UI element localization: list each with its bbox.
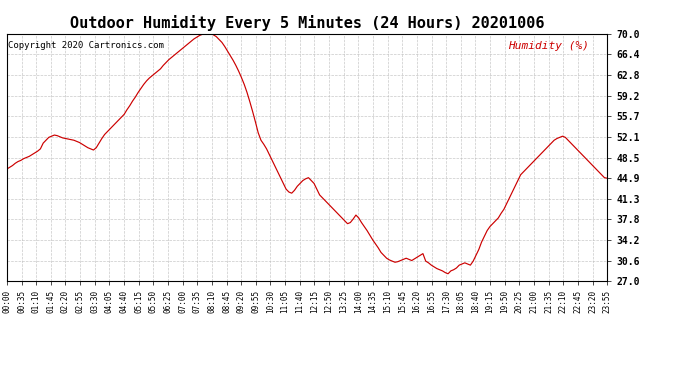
Text: Copyright 2020 Cartronics.com: Copyright 2020 Cartronics.com bbox=[8, 41, 164, 50]
Title: Outdoor Humidity Every 5 Minutes (24 Hours) 20201006: Outdoor Humidity Every 5 Minutes (24 Hou… bbox=[70, 15, 544, 31]
Text: Humidity (%): Humidity (%) bbox=[509, 41, 589, 51]
